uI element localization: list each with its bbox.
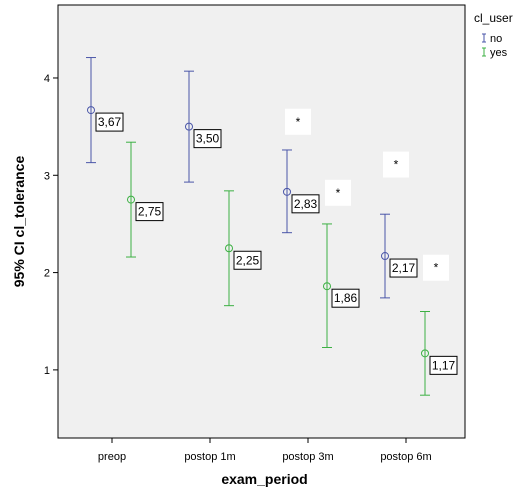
y-tick-label: 2	[44, 268, 50, 280]
legend-title: cl_user	[474, 11, 513, 25]
y-tick-label: 1	[44, 365, 50, 377]
y-axis-title: 95% CI cl_tolerance	[11, 156, 27, 288]
y-tick-label: 4	[44, 73, 50, 85]
mean-marker	[283, 187, 291, 196]
data-label-box	[135, 202, 164, 222]
plot-area	[57, 4, 466, 439]
x-tick-label: postop 3m	[282, 451, 333, 463]
mean-marker	[225, 244, 233, 253]
significance-box	[383, 151, 409, 178]
x-tick-label: postop 6m	[380, 451, 431, 463]
mean-marker	[421, 349, 429, 358]
data-label: 2,17	[392, 261, 416, 275]
mean-marker	[185, 122, 193, 131]
significance-marker: *	[394, 158, 399, 172]
data-label-box	[193, 129, 222, 149]
y-tick-label: 3	[44, 170, 50, 182]
data-label: 3,50	[196, 132, 220, 146]
significance-box	[325, 179, 351, 206]
x-axis-title: exam_period	[221, 471, 307, 487]
mean-marker	[323, 282, 331, 291]
data-label-box	[95, 112, 124, 132]
mean-marker	[127, 195, 135, 204]
legend-entry: yes	[490, 47, 508, 59]
significance-marker: *	[296, 115, 301, 129]
data-label-box	[291, 194, 320, 214]
mean-marker	[87, 106, 95, 115]
significance-marker: *	[434, 261, 439, 275]
data-label: 1,86	[334, 291, 358, 305]
significance-box	[285, 108, 311, 135]
x-tick-label: postop 1m	[184, 451, 235, 463]
x-tick-label: preop	[98, 451, 126, 463]
data-label-box	[233, 250, 262, 270]
significance-box	[423, 254, 449, 281]
data-label: 2,83	[294, 197, 318, 211]
data-label: 2,75	[138, 205, 162, 219]
data-label: 1,17	[432, 358, 456, 372]
significance-marker: *	[336, 186, 341, 200]
mean-marker	[381, 252, 389, 261]
data-label: 3,67	[98, 115, 122, 129]
data-label-box	[429, 355, 458, 375]
data-label-box	[389, 258, 418, 278]
legend-entry: no	[490, 33, 502, 45]
data-label-box	[331, 288, 360, 308]
data-label: 2,25	[236, 253, 260, 267]
